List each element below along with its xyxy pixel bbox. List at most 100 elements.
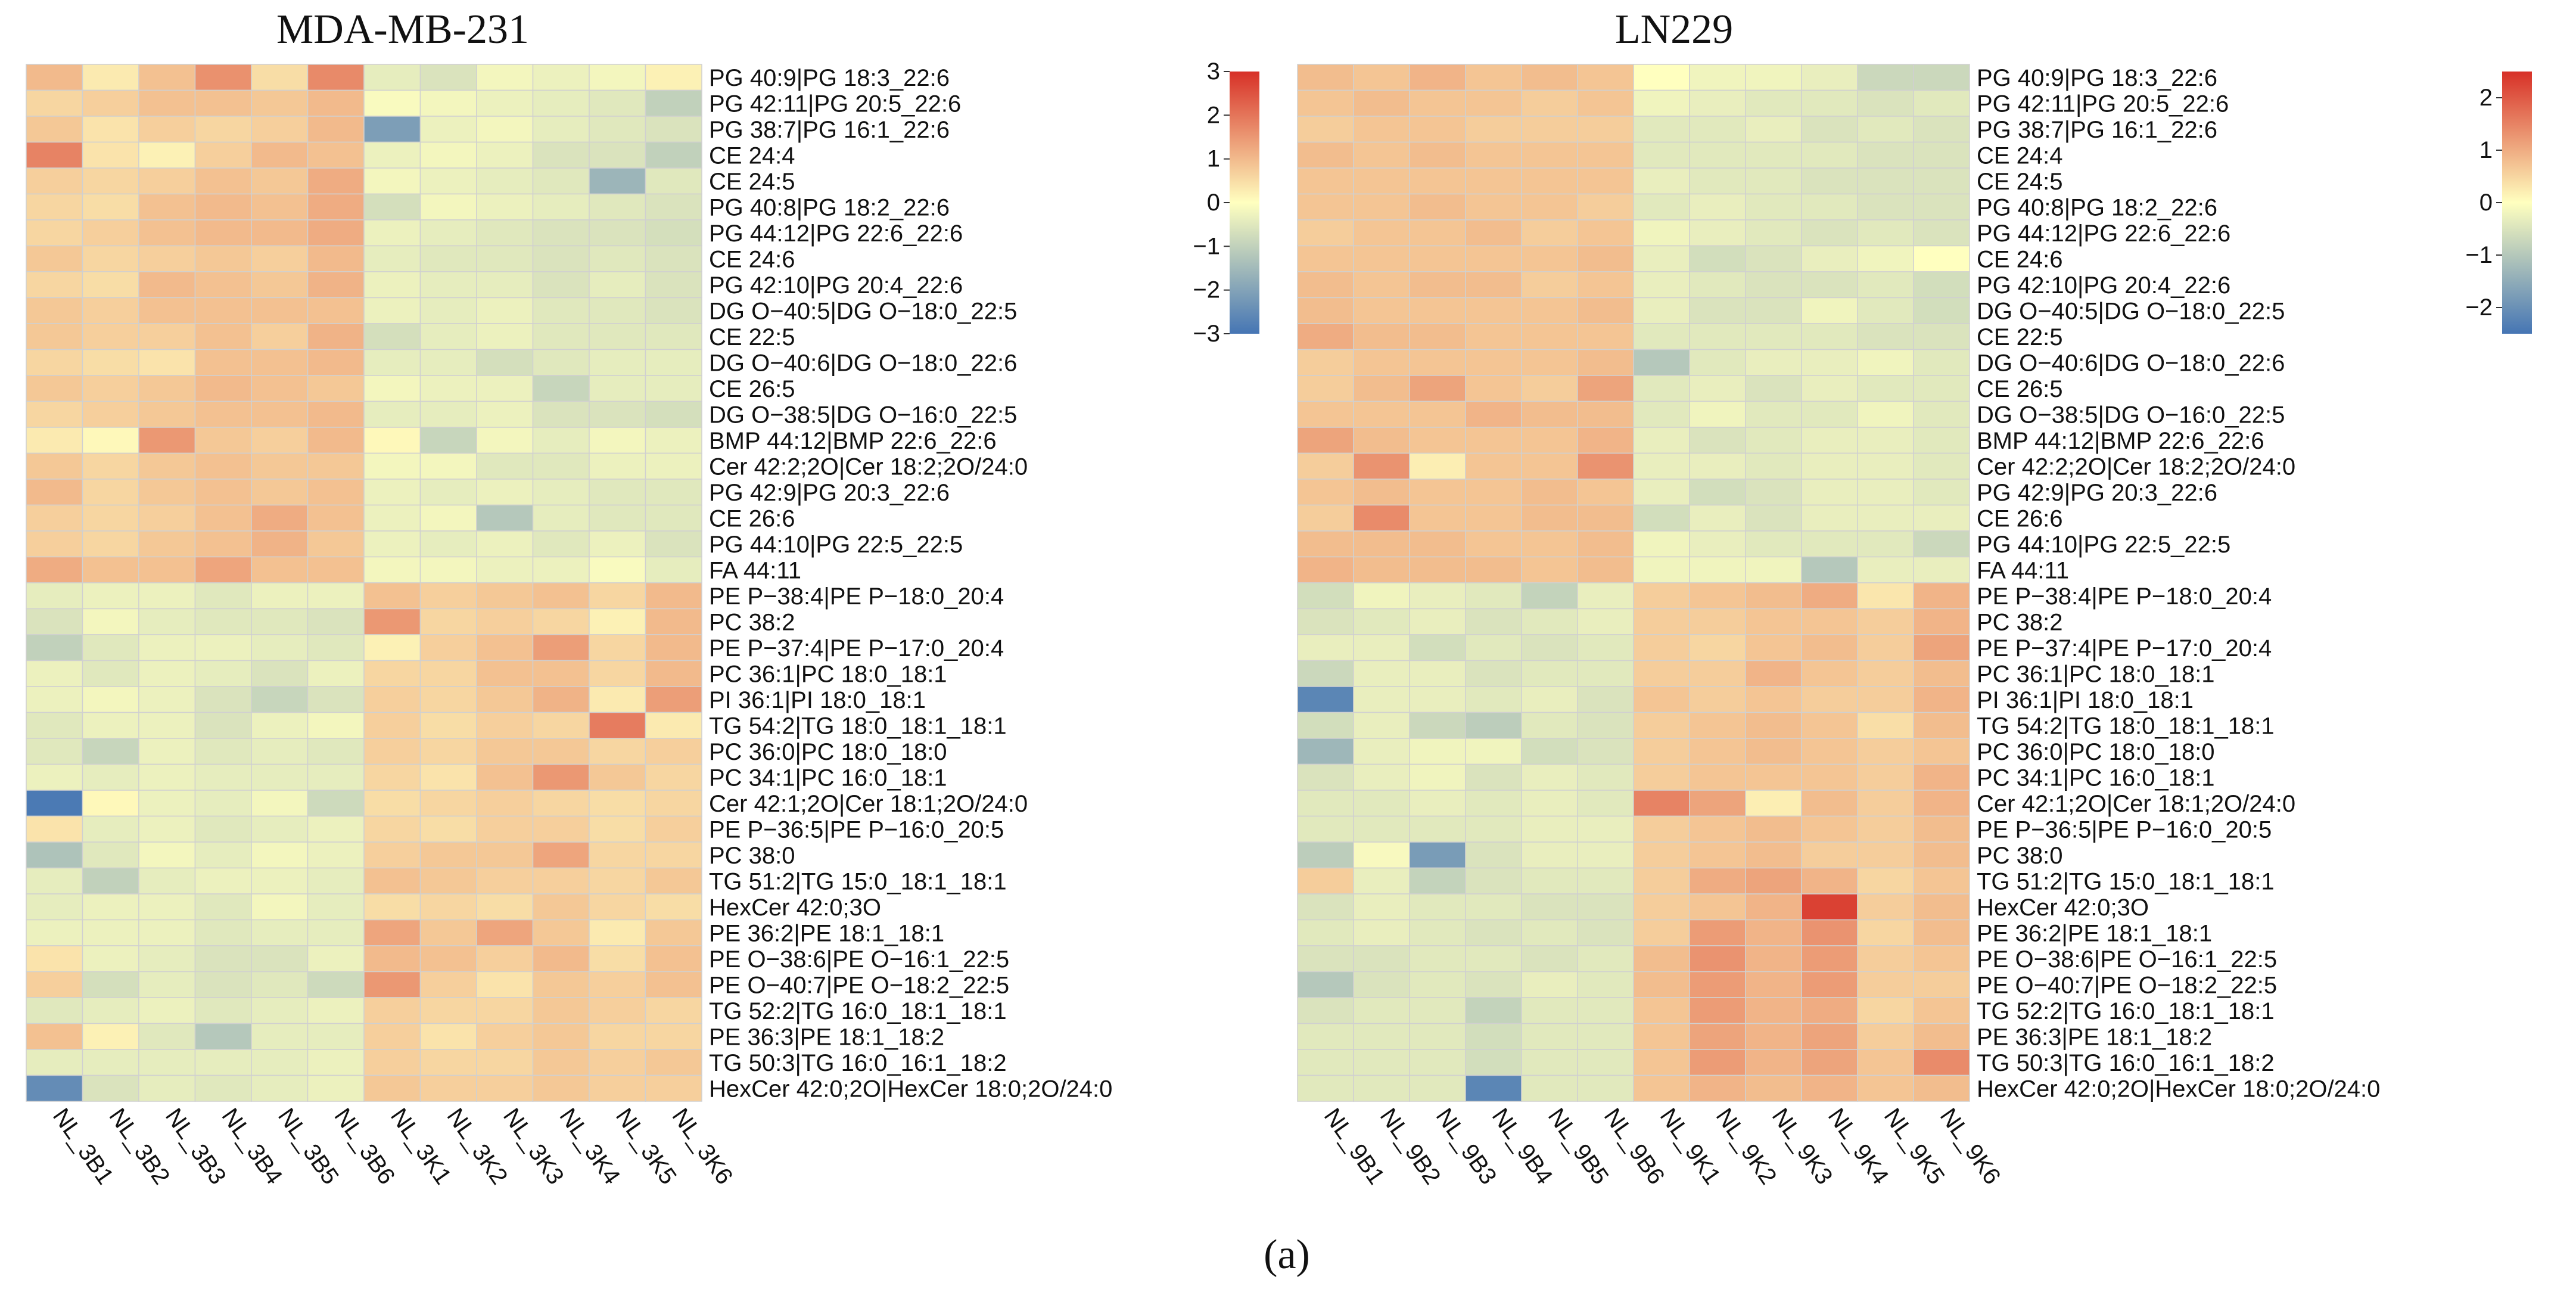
heatmap-cell: [1633, 1023, 1690, 1050]
heatmap-cell: [645, 556, 702, 583]
heatmap-cell: [194, 686, 252, 713]
heatmap-cell: [1353, 608, 1410, 635]
heatmap-cell: [1353, 193, 1410, 220]
heatmap-cell: [1409, 245, 1466, 272]
heatmap-cell: [1745, 815, 1802, 843]
heatmap-cell: [1353, 971, 1410, 998]
heatmap-cell: [1689, 634, 1746, 661]
heatmap-cell: [1409, 867, 1466, 895]
heatmap-cell: [26, 660, 83, 687]
heatmap-cell: [1521, 815, 1578, 843]
colorbar: [2502, 72, 2532, 334]
heatmap-cell: [589, 1023, 646, 1050]
heatmap-cell: [645, 89, 702, 117]
heatmap-cell: [532, 686, 590, 713]
heatmap-cell: [82, 608, 139, 635]
heatmap-cell: [476, 815, 534, 843]
heatmap-cell: [363, 64, 421, 91]
heatmap-cell: [1577, 141, 1634, 169]
heatmap-cell: [138, 945, 196, 973]
heatmap-cell: [363, 323, 421, 350]
heatmap-cell: [589, 919, 646, 946]
heatmap-cell: [589, 971, 646, 998]
heatmap-cell: [1689, 712, 1746, 739]
heatmap-cell: [1409, 893, 1466, 921]
heatmap-cell: [1521, 867, 1578, 895]
heatmap-cell: [1521, 323, 1578, 350]
heatmap-cell: [138, 375, 196, 402]
heatmap-cell: [645, 504, 702, 532]
heatmap-cell: [1689, 141, 1746, 169]
heatmap-cell: [419, 116, 477, 143]
row-label: CE 24:5: [709, 169, 795, 195]
heatmap-cell: [589, 763, 646, 791]
heatmap-cell: [1353, 323, 1410, 350]
heatmap-cell: [1297, 945, 1354, 973]
heatmap-cell: [589, 815, 646, 843]
heatmap-cell: [1801, 738, 1858, 765]
heatmap-cell: [1689, 452, 1746, 480]
heatmap-cell: [251, 738, 309, 765]
chart-title: LN229: [1615, 7, 1733, 52]
heatmap-cell: [1689, 116, 1746, 143]
heatmap-cell: [138, 971, 196, 998]
heatmap-cell: [1633, 297, 1690, 324]
heatmap-cell: [645, 167, 702, 195]
heatmap-cell: [532, 349, 590, 376]
heatmap-cell: [1857, 167, 1914, 195]
heatmap-cell: [1577, 504, 1634, 532]
heatmap-cell: [1801, 219, 1858, 247]
heatmap-cell: [1913, 738, 1970, 765]
row-label: TG 54:2|TG 18:0_18:1_18:1: [1977, 713, 2275, 739]
row-label: PE O−38:6|PE O−16:1_22:5: [709, 946, 1009, 973]
row-label: TG 52:2|TG 16:0_18:1_18:1: [709, 998, 1007, 1024]
heatmap-cell: [1409, 712, 1466, 739]
heatmap-cell: [1745, 971, 1802, 998]
heatmap-cell: [645, 375, 702, 402]
heatmap-cell: [1913, 841, 1970, 869]
heatmap-cell: [1857, 323, 1914, 350]
heatmap-cell: [1913, 271, 1970, 299]
heatmap-cell: [363, 245, 421, 272]
heatmap-cell: [1521, 634, 1578, 661]
heatmap-cell: [82, 479, 139, 506]
heatmap-cell: [645, 790, 702, 817]
row-label: CE 26:6: [1977, 505, 2063, 532]
heatmap-cell: [1465, 116, 1522, 143]
heatmap-cell: [1745, 400, 1802, 428]
heatmap-cell: [1633, 323, 1690, 350]
heatmap-cell: [82, 193, 139, 220]
heatmap-cell: [1913, 167, 1970, 195]
heatmap-cell: [1857, 89, 1914, 117]
heatmap-cell: [1353, 89, 1410, 117]
heatmap-cell: [1465, 349, 1522, 376]
heatmap-cell: [1913, 867, 1970, 895]
heatmap-cell: [1801, 427, 1858, 454]
heatmap-cell: [26, 219, 83, 247]
colorbar-tick-label: −2: [1193, 277, 1220, 303]
heatmap-cell: [1577, 219, 1634, 247]
heatmap-cell: [1633, 427, 1690, 454]
heatmap-cell: [1353, 452, 1410, 480]
heatmap-cell: [194, 841, 252, 869]
heatmap-cell: [1353, 219, 1410, 247]
heatmap-cell: [419, 219, 477, 247]
heatmap-cell: [1577, 375, 1634, 402]
heatmap-cell: [194, 64, 252, 91]
heatmap-cell: [1465, 919, 1522, 946]
heatmap-cell: [1465, 167, 1522, 195]
row-label: PG 44:10|PG 22:5_22:5: [1977, 532, 2230, 558]
heatmap-cell: [476, 504, 534, 532]
heatmap-cell: [1745, 1049, 1802, 1076]
heatmap-cell: [1633, 971, 1690, 998]
heatmap-cell: [645, 660, 702, 687]
heatmap-cell: [532, 193, 590, 220]
heatmap-cell: [363, 815, 421, 843]
heatmap-cell: [1857, 608, 1914, 635]
figure-caption: (a): [1264, 1232, 1310, 1278]
heatmap-cell: [476, 167, 534, 195]
heatmap-cell: [589, 556, 646, 583]
heatmap-cell: [1577, 245, 1634, 272]
heatmap-cell: [419, 323, 477, 350]
heatmap-cell: [645, 1049, 702, 1076]
